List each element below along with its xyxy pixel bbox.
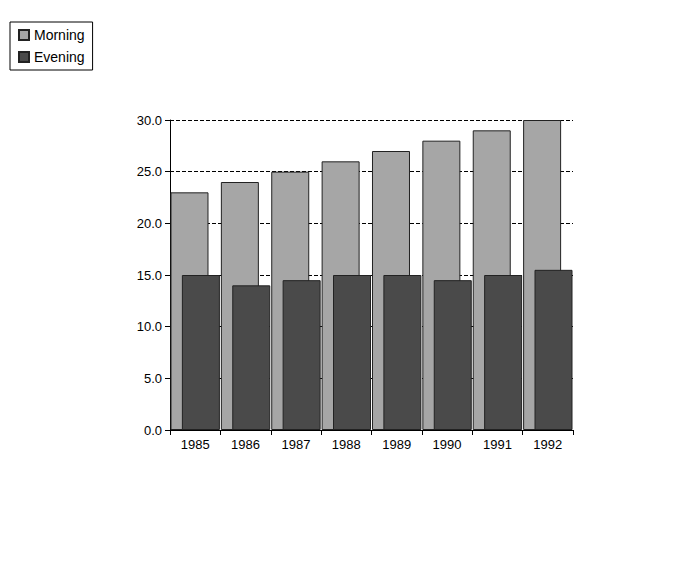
svg-text:1991: 1991 (483, 437, 512, 452)
svg-text:Evening: Evening (34, 49, 85, 65)
svg-text:1986: 1986 (231, 437, 260, 452)
svg-text:1992: 1992 (533, 437, 562, 452)
svg-text:1985: 1985 (181, 437, 210, 452)
svg-text:1989: 1989 (382, 437, 411, 452)
svg-text:1990: 1990 (433, 437, 462, 452)
svg-text:5.0: 5.0 (144, 371, 162, 386)
svg-text:30.0: 30.0 (137, 113, 162, 128)
svg-text:20.0: 20.0 (137, 216, 162, 231)
svg-text:0.0: 0.0 (144, 423, 162, 438)
svg-text:25.0: 25.0 (137, 164, 162, 179)
svg-text:1988: 1988 (332, 437, 361, 452)
svg-text:15.0: 15.0 (137, 268, 162, 283)
svg-text:10.0: 10.0 (137, 319, 162, 334)
svg-text:1987: 1987 (281, 437, 310, 452)
svg-text:Morning: Morning (34, 27, 85, 43)
